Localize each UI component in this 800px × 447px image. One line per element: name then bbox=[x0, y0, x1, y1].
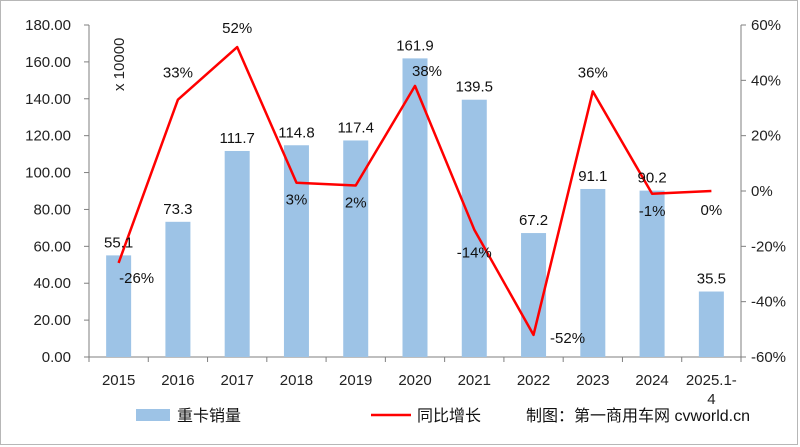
left-tick-label: 120.00 bbox=[25, 128, 71, 145]
growth-value-label: 33% bbox=[163, 65, 193, 82]
bar-2025.1-4 bbox=[698, 291, 724, 357]
right-tick-label: 40% bbox=[751, 72, 781, 89]
bar-2016 bbox=[165, 221, 191, 357]
bar-2017 bbox=[224, 150, 250, 357]
growth-value-label: 0% bbox=[701, 202, 723, 219]
bar-value-label: 35.5 bbox=[697, 271, 726, 288]
left-tick-label: 140.00 bbox=[25, 91, 71, 108]
growth-value-label: 36% bbox=[578, 64, 608, 81]
x-tick-label: 2024 bbox=[635, 372, 668, 389]
left-tick-label: 100.00 bbox=[25, 165, 71, 182]
bar-value-label: 73.3 bbox=[163, 201, 192, 218]
bar-2018 bbox=[283, 145, 309, 357]
growth-value-label: 52% bbox=[222, 20, 252, 37]
bar-value-label: 114.8 bbox=[278, 124, 314, 141]
right-tick-label: 20% bbox=[751, 128, 781, 145]
growth-value-label: -52% bbox=[550, 330, 585, 347]
axes-layer: 0.00 20.00 40.00 60.00 80.00 100.00 120.00 140.… bbox=[25, 17, 786, 408]
legend-bar-label: 重卡销量 bbox=[177, 407, 241, 425]
x-tick-label: 2020 bbox=[398, 372, 431, 389]
bar-value-label: 91.1 bbox=[578, 168, 607, 185]
growth-value-label: -14% bbox=[457, 245, 492, 262]
bar-value-label: 161.9 bbox=[396, 37, 434, 54]
right-tick-label: 0% bbox=[751, 183, 773, 200]
x-tick-label: 2022 bbox=[517, 372, 550, 389]
bar-value-label: 90.2 bbox=[637, 170, 666, 187]
right-tick-label: -20% bbox=[751, 238, 786, 255]
right-tick-label: 60% bbox=[751, 17, 781, 34]
bar-2023 bbox=[580, 188, 606, 357]
growth-value-label: -1% bbox=[639, 203, 666, 220]
bar-2022 bbox=[521, 233, 547, 357]
left-tick-label: 80.00 bbox=[33, 201, 71, 218]
left-axis-unit-label: x 10000 bbox=[111, 38, 128, 91]
bar-value-label: 55.1 bbox=[104, 234, 133, 251]
bar-2019 bbox=[343, 140, 369, 357]
growth-value-label: 38% bbox=[412, 63, 442, 80]
growth-value-label: -26% bbox=[119, 270, 154, 287]
x-tick-label: 2018 bbox=[280, 372, 313, 389]
bar-value-label: 67.2 bbox=[519, 212, 548, 229]
left-tick-label: 20.00 bbox=[33, 312, 71, 329]
bar-value-label: 111.7 bbox=[220, 130, 255, 147]
bar-2024 bbox=[639, 190, 665, 357]
bars-layer bbox=[106, 58, 724, 357]
x-tick-label: 2015 bbox=[102, 372, 135, 389]
legend-line-label: 同比增长 bbox=[417, 407, 481, 425]
left-tick-label: 180.00 bbox=[25, 17, 71, 34]
x-tick-label: 2023 bbox=[576, 372, 609, 389]
growth-value-label: 2% bbox=[345, 194, 367, 211]
x-tick-label: 2019 bbox=[339, 372, 372, 389]
bar-value-label: 139.5 bbox=[455, 79, 493, 96]
labels-layer: 55.1 73.3 111.7 114.8 117.4 161.9 139.5 67.2 91.… bbox=[104, 20, 726, 347]
chart-source-credit: 制图：第一商用车网 cvworld.cn bbox=[526, 407, 750, 425]
x-tick-label: 2017 bbox=[220, 372, 253, 389]
right-tick-label: -40% bbox=[751, 294, 786, 311]
left-tick-label: 60.00 bbox=[33, 238, 71, 255]
bar-value-label: 117.4 bbox=[338, 119, 374, 136]
growth-line bbox=[117, 45, 712, 337]
x-tick-label: 2021 bbox=[458, 372, 491, 389]
left-tick-label: 160.00 bbox=[25, 54, 71, 71]
left-tick-label: 40.00 bbox=[33, 275, 71, 292]
x-tick-label: 2016 bbox=[161, 372, 194, 389]
growth-value-label: 3% bbox=[286, 192, 308, 209]
bar-2015 bbox=[106, 255, 132, 357]
left-tick-label: 0.00 bbox=[42, 349, 71, 366]
x-tick-label: 2025.1- bbox=[686, 372, 737, 389]
x-tick-label-line2: 4 bbox=[707, 391, 715, 408]
legend-bar-swatch bbox=[136, 409, 170, 421]
right-tick-label: -60% bbox=[751, 349, 786, 366]
legend: 重卡销量 同比增长 制图：第一商用车网 cvworld.cn bbox=[136, 407, 750, 425]
bar-2020 bbox=[402, 58, 428, 357]
line-layer bbox=[117, 45, 712, 337]
